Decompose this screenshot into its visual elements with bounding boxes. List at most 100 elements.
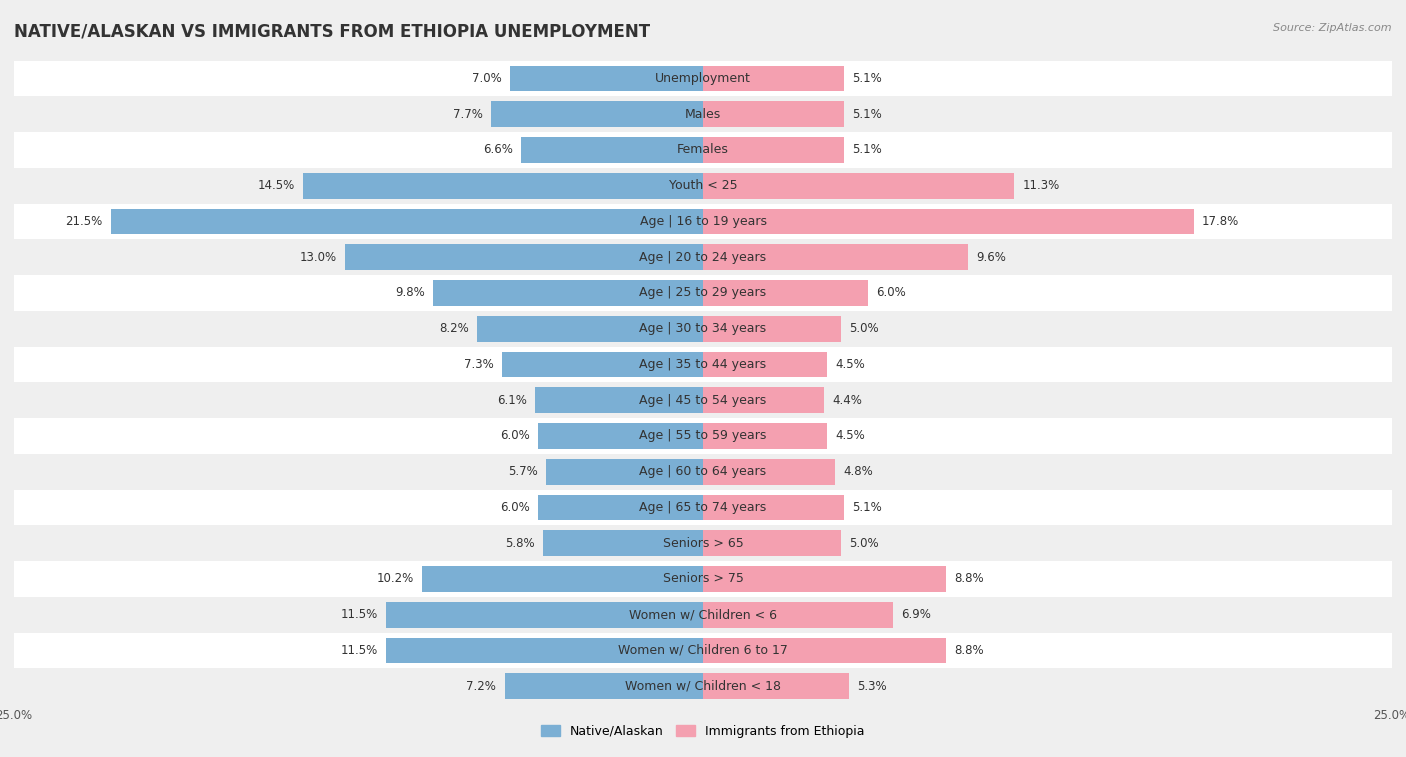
Bar [14, 418, 1392, 453]
Text: Seniors > 75: Seniors > 75 [662, 572, 744, 585]
Bar [703, 316, 841, 341]
Text: 7.7%: 7.7% [453, 107, 482, 120]
Text: Age | 55 to 59 years: Age | 55 to 59 years [640, 429, 766, 442]
Bar [14, 132, 1392, 168]
Bar [14, 61, 1392, 96]
Text: 17.8%: 17.8% [1202, 215, 1239, 228]
Bar [703, 137, 844, 163]
Text: 11.5%: 11.5% [340, 608, 378, 621]
Bar [14, 561, 1392, 597]
Text: Age | 65 to 74 years: Age | 65 to 74 years [640, 501, 766, 514]
Bar [703, 566, 945, 592]
Bar [14, 204, 1392, 239]
Bar [111, 208, 703, 234]
Text: 5.7%: 5.7% [508, 465, 537, 478]
Text: 6.6%: 6.6% [484, 143, 513, 157]
Text: NATIVE/ALASKAN VS IMMIGRANTS FROM ETHIOPIA UNEMPLOYMENT: NATIVE/ALASKAN VS IMMIGRANTS FROM ETHIOP… [14, 23, 650, 41]
Text: Seniors > 65: Seniors > 65 [662, 537, 744, 550]
Text: 5.1%: 5.1% [852, 143, 882, 157]
Text: Age | 35 to 44 years: Age | 35 to 44 years [640, 358, 766, 371]
Bar [14, 311, 1392, 347]
Bar [510, 66, 703, 92]
Bar [14, 668, 1392, 704]
Text: Women w/ Children < 6: Women w/ Children < 6 [628, 608, 778, 621]
Bar [14, 633, 1392, 668]
Text: Females: Females [678, 143, 728, 157]
Bar [537, 494, 703, 520]
Text: 6.0%: 6.0% [499, 429, 530, 442]
Bar [703, 637, 945, 663]
Text: 9.6%: 9.6% [976, 251, 1005, 263]
Text: Age | 45 to 54 years: Age | 45 to 54 years [640, 394, 766, 407]
Bar [703, 173, 1014, 198]
Text: Males: Males [685, 107, 721, 120]
Text: Age | 30 to 34 years: Age | 30 to 34 years [640, 322, 766, 335]
Bar [703, 494, 844, 520]
Bar [14, 347, 1392, 382]
Text: Women w/ Children < 18: Women w/ Children < 18 [626, 680, 780, 693]
Bar [522, 137, 703, 163]
Bar [703, 101, 844, 127]
Bar [703, 208, 1194, 234]
Text: 6.9%: 6.9% [901, 608, 931, 621]
Bar [505, 673, 703, 699]
Text: Age | 25 to 29 years: Age | 25 to 29 years [640, 286, 766, 300]
Bar [14, 525, 1392, 561]
Text: 4.8%: 4.8% [844, 465, 873, 478]
Bar [477, 316, 703, 341]
Bar [703, 388, 824, 413]
Bar [703, 66, 844, 92]
Text: 4.4%: 4.4% [832, 394, 862, 407]
Bar [14, 168, 1392, 204]
Text: 5.0%: 5.0% [849, 537, 879, 550]
Text: 8.8%: 8.8% [953, 572, 983, 585]
Text: 14.5%: 14.5% [257, 179, 295, 192]
Text: 4.5%: 4.5% [835, 358, 865, 371]
Bar [703, 423, 827, 449]
Bar [14, 490, 1392, 525]
Bar [703, 280, 869, 306]
Bar [387, 602, 703, 628]
Bar [491, 101, 703, 127]
Bar [537, 423, 703, 449]
Text: Women w/ Children 6 to 17: Women w/ Children 6 to 17 [619, 644, 787, 657]
Text: 5.3%: 5.3% [858, 680, 887, 693]
Legend: Native/Alaskan, Immigrants from Ethiopia: Native/Alaskan, Immigrants from Ethiopia [536, 720, 870, 743]
Bar [543, 530, 703, 556]
Bar [14, 275, 1392, 311]
Text: 11.3%: 11.3% [1022, 179, 1060, 192]
Text: Youth < 25: Youth < 25 [669, 179, 737, 192]
Text: 5.1%: 5.1% [852, 107, 882, 120]
Bar [703, 673, 849, 699]
Text: 8.2%: 8.2% [439, 322, 468, 335]
Bar [344, 245, 703, 270]
Bar [433, 280, 703, 306]
Text: 5.0%: 5.0% [849, 322, 879, 335]
Text: 13.0%: 13.0% [299, 251, 336, 263]
Text: 6.0%: 6.0% [499, 501, 530, 514]
Bar [502, 351, 703, 377]
Bar [703, 351, 827, 377]
Bar [703, 245, 967, 270]
Text: 5.1%: 5.1% [852, 72, 882, 85]
Text: 7.0%: 7.0% [472, 72, 502, 85]
Text: 8.8%: 8.8% [953, 644, 983, 657]
Text: 9.8%: 9.8% [395, 286, 425, 300]
Bar [422, 566, 703, 592]
Bar [546, 459, 703, 484]
Bar [304, 173, 703, 198]
Text: 6.1%: 6.1% [496, 394, 527, 407]
Bar [14, 453, 1392, 490]
Text: 10.2%: 10.2% [377, 572, 413, 585]
Text: Age | 60 to 64 years: Age | 60 to 64 years [640, 465, 766, 478]
Bar [534, 388, 703, 413]
Text: 21.5%: 21.5% [65, 215, 103, 228]
Text: 11.5%: 11.5% [340, 644, 378, 657]
Text: 7.3%: 7.3% [464, 358, 494, 371]
Bar [14, 597, 1392, 633]
Text: 5.8%: 5.8% [505, 537, 534, 550]
Text: 5.1%: 5.1% [852, 501, 882, 514]
Bar [703, 530, 841, 556]
Bar [14, 382, 1392, 418]
Bar [703, 459, 835, 484]
